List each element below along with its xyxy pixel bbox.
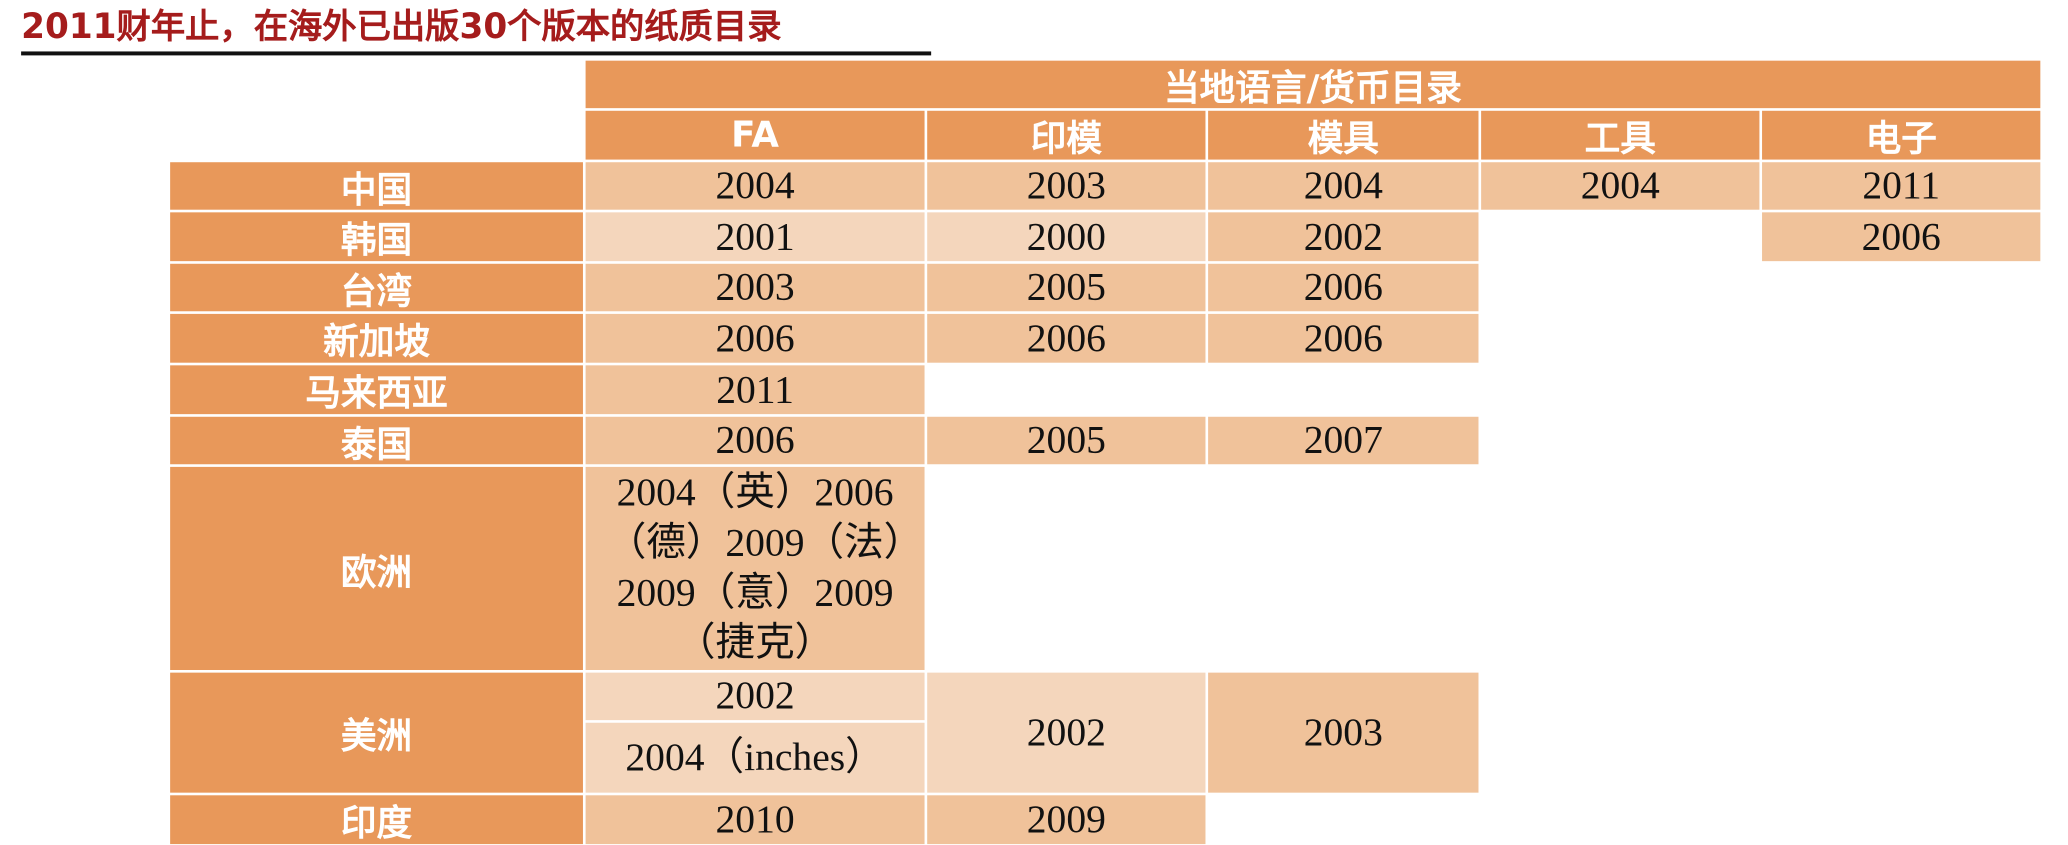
cell: 2003 [585,263,925,312]
cell: 2004（inches） [585,722,925,793]
row-header: 欧洲 [170,466,583,671]
column-header: 工具 [1481,110,1760,160]
cell: 2003 [927,162,1206,210]
column-header: 电子 [1762,110,2041,160]
row-header: 印度 [170,795,583,845]
row-header: 韩国 [170,212,583,262]
cell: 2001 [585,212,925,262]
cell: 2006 [1208,263,1479,312]
column-header: 印模 [927,110,1206,160]
row-header: 台湾 [170,263,583,312]
title: 2011财年止，在海外已出版30个版本的纸质目录 [21,0,932,56]
cell: 2004 [1481,162,1760,210]
cell: 2002 [1208,212,1479,262]
cell: 2011 [585,365,925,415]
row-header: 泰国 [170,416,583,465]
cell: 2007 [1208,416,1479,465]
row-header: 美洲 [170,672,583,793]
column-header: FA [585,110,925,160]
cell: 2009 [927,795,1206,845]
cell: 2006 [927,313,1206,363]
cell: 2002 [585,672,925,721]
row-header: 中国 [170,162,583,210]
group-header: 当地语言/货币目录 [585,60,2041,109]
row-header: 马来西亚 [170,365,583,415]
cell: 2011 [1762,162,2041,210]
cell: 2004 [585,162,925,210]
cell: 2010 [585,795,925,845]
cell: 2005 [927,263,1206,312]
cell: 2004（英）2006（德）2009（法）2009（意）2009（捷克） [585,466,925,671]
cell: 2002 [927,672,1206,793]
cell: 2006 [1208,313,1479,363]
cell: 2003 [1208,672,1479,793]
cell: 2006 [585,416,925,465]
column-header: 模具 [1208,110,1479,160]
cell: 2000 [927,212,1206,262]
cell: 2006 [585,313,925,363]
row-header: 新加坡 [170,313,583,363]
cell: 2006 [1762,212,2041,262]
cell: 2004 [1208,162,1479,210]
cell: 2005 [927,416,1206,465]
